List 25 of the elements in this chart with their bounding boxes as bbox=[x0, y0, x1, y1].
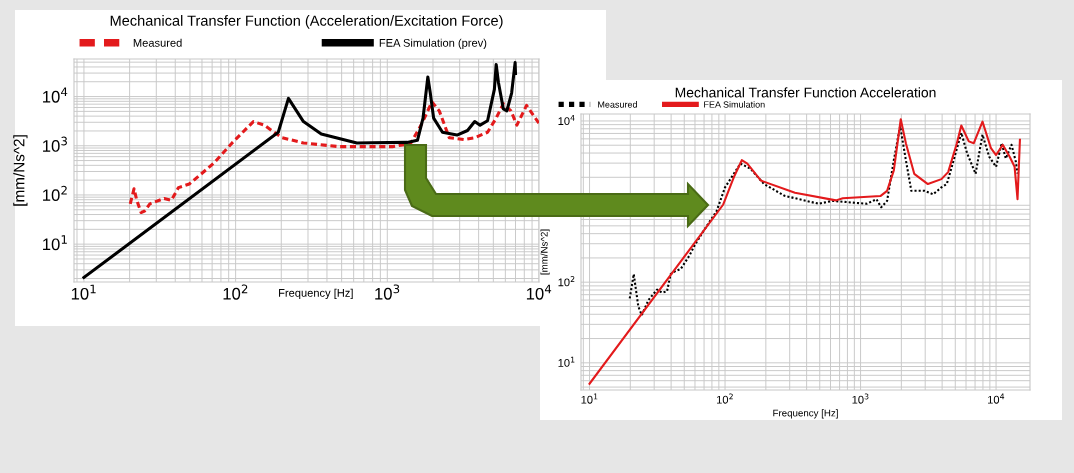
x-tick-label: 10$^{4}$ bbox=[526, 284, 552, 300]
x-axis-title: Frequency [Hz] bbox=[773, 409, 838, 419]
y-tick-label: 10$^{2}$ bbox=[43, 185, 67, 202]
y-axis-title: [mm/Ns^2] bbox=[540, 229, 550, 275]
y-tick-label: 10$^{1}$ bbox=[558, 356, 575, 367]
legend-label: FEA Simulation (prev) bbox=[379, 38, 487, 49]
x-tick-label: 10$^{3}$ bbox=[852, 393, 869, 404]
y-axis-title: [mm/Ns^2] bbox=[13, 135, 28, 206]
legend-label: Measured bbox=[598, 101, 637, 108]
x-tick-label: 10$^{4}$ bbox=[988, 393, 1005, 404]
x-tick-label: 10$^{1}$ bbox=[71, 284, 96, 300]
y-tick-label: 10$^{3}$ bbox=[43, 136, 67, 152]
legend-label: FEA Simulation bbox=[704, 101, 765, 108]
x-axis-title: Frequency [Hz] bbox=[279, 288, 353, 300]
y-tick-label: 10$^{2}$ bbox=[558, 276, 575, 287]
x-tick-label: 10$^{1}$ bbox=[581, 393, 598, 404]
y-tick-label: 10$^{4}$ bbox=[43, 87, 68, 103]
legend-label: Measured bbox=[133, 38, 182, 47]
y-tick-label: 10$^{4}$ bbox=[558, 114, 575, 126]
y-tick-label: 10$^{1}$ bbox=[43, 235, 67, 251]
chart-title: Mechanical Transfer Function (Acceleration/Excitation Force) bbox=[110, 15, 503, 29]
x-tick-label: 10$^{2}$ bbox=[717, 393, 733, 404]
x-tick-label: 10$^{3}$ bbox=[375, 284, 400, 300]
x-tick-label: 10$^{2}$ bbox=[223, 284, 248, 300]
chart-title: Mechanical Transfer Function Acceleration bbox=[675, 87, 936, 98]
